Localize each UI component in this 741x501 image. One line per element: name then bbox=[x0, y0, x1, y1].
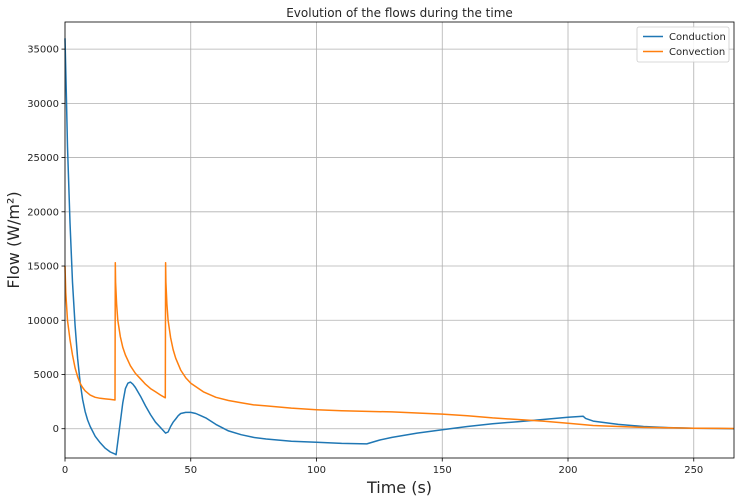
x-tick-label: 250 bbox=[684, 465, 703, 476]
legend-label-conduction: Conduction bbox=[669, 32, 726, 43]
x-axis-ticks: 0 50 100 150 200 250 bbox=[62, 458, 703, 476]
plot-lines bbox=[64, 38, 735, 456]
legend-label-convection: Convection bbox=[669, 47, 725, 58]
chart-title: Evolution of the flows during the time bbox=[286, 6, 513, 20]
legend: Conduction Convection bbox=[636, 26, 730, 63]
x-axis-label: Time (s) bbox=[366, 478, 432, 497]
x-tick-label: 0 bbox=[62, 465, 68, 476]
x-tick-label: 150 bbox=[433, 465, 452, 476]
y-tick-label: 30000 bbox=[27, 99, 59, 110]
grid bbox=[64, 22, 734, 458]
y-axis-ticks: 0 5000 10000 15000 20000 25000 30000 35000 bbox=[27, 45, 65, 435]
plot-frame bbox=[64, 21, 735, 459]
y-tick-label: 35000 bbox=[27, 45, 59, 56]
x-tick-label: 100 bbox=[307, 465, 326, 476]
y-tick-label: 15000 bbox=[27, 262, 59, 273]
x-tick-label: 50 bbox=[184, 465, 197, 476]
y-tick-label: 0 bbox=[53, 424, 59, 435]
y-tick-label: 20000 bbox=[27, 207, 59, 218]
x-tick-label: 200 bbox=[558, 465, 577, 476]
y-tick-label: 5000 bbox=[34, 370, 59, 381]
series-line-conduction bbox=[64, 38, 735, 456]
series-line-convection bbox=[64, 262, 735, 430]
y-tick-label: 25000 bbox=[27, 153, 59, 164]
y-axis-label: Flow (W/m²) bbox=[4, 191, 23, 288]
y-tick-label: 10000 bbox=[27, 316, 59, 327]
